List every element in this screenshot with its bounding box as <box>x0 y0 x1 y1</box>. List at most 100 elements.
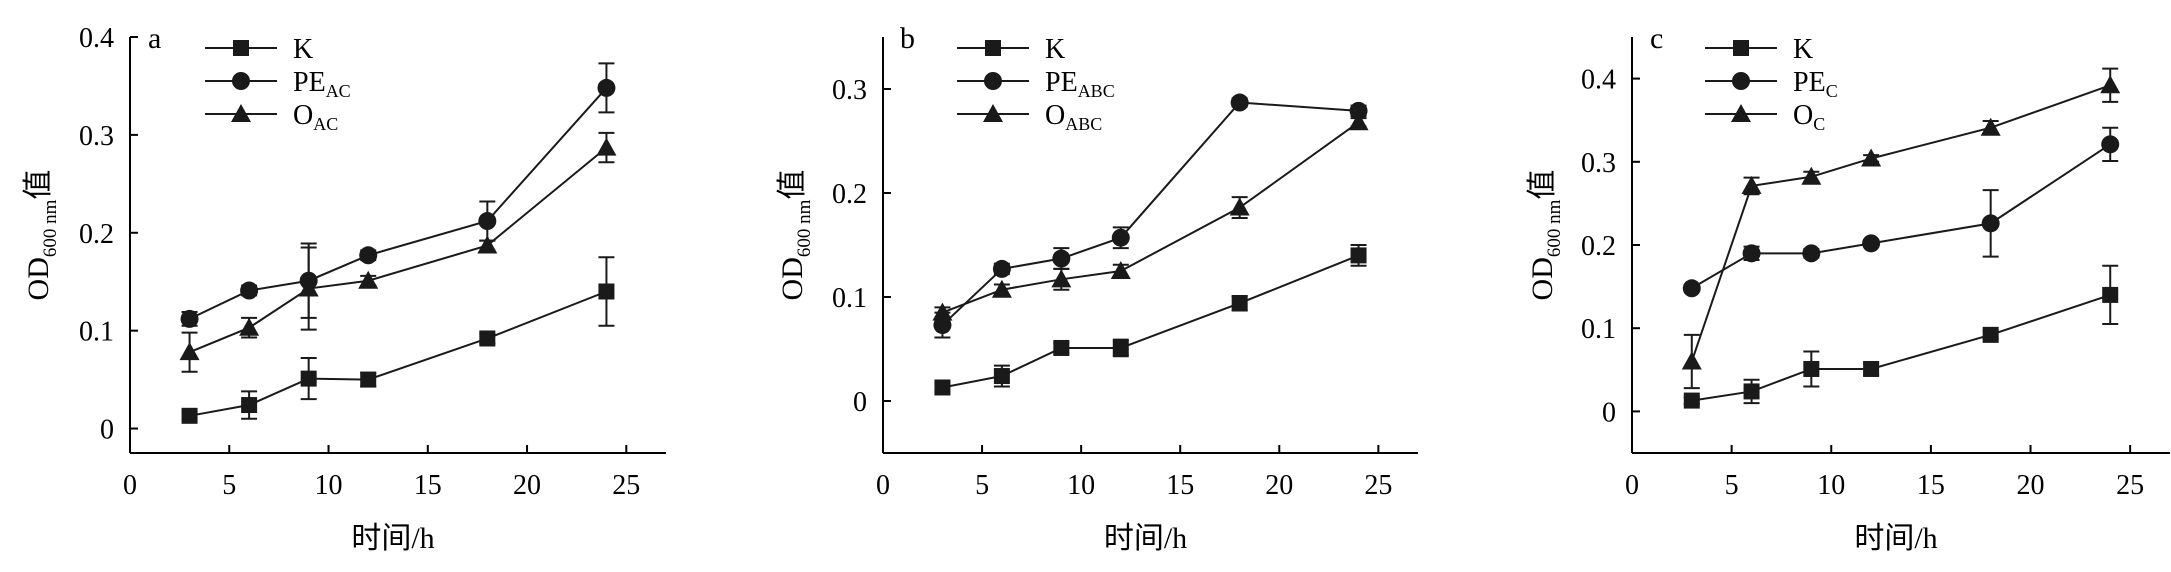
legend-marker <box>232 72 250 90</box>
legend-marker <box>1733 40 1749 56</box>
legend-label: OABC <box>1045 100 1102 134</box>
series-square <box>934 244 1367 396</box>
y-tick-label: 0.4 <box>1581 65 1616 96</box>
x-tick-label: 0 <box>1625 470 1639 501</box>
y-tick-label: 0.1 <box>1581 314 1616 345</box>
data-point <box>2101 135 2120 154</box>
x-tick-label: 15 <box>1917 470 1945 501</box>
y-tick-label: 0.3 <box>79 121 114 152</box>
data-point <box>2102 286 2119 303</box>
series-circle <box>1682 126 2120 298</box>
legend-label: PEABC <box>1045 67 1115 101</box>
x-tick-label: 5 <box>1725 470 1739 501</box>
data-point <box>1230 93 1249 112</box>
data-point <box>241 397 258 414</box>
data-point <box>1350 247 1367 264</box>
legend-label: PEC <box>1793 67 1838 101</box>
data-point <box>1051 269 1072 288</box>
legend-marker <box>984 72 1002 90</box>
legend-marker <box>1731 104 1751 122</box>
x-tick-label: 10 <box>315 470 343 501</box>
data-point <box>180 309 199 328</box>
x-tick-label: 0 <box>876 470 890 501</box>
data-point <box>298 278 319 297</box>
series-square <box>181 256 615 424</box>
y-tick-label: 0 <box>1602 397 1616 428</box>
data-point <box>1053 339 1070 356</box>
legend-marker <box>1732 72 1750 90</box>
y-tick-label: 0.2 <box>832 179 867 210</box>
legend-marker <box>983 104 1003 122</box>
data-point <box>1862 234 1881 253</box>
y-axis-label: OD600 nm值 <box>1526 170 1565 301</box>
legend-label: K <box>1045 34 1065 65</box>
panel-label: a <box>148 22 161 55</box>
data-point <box>1110 261 1131 279</box>
data-point <box>1803 360 1820 377</box>
data-point <box>932 302 953 321</box>
data-point <box>181 407 198 424</box>
data-point <box>2100 75 2121 94</box>
data-point <box>239 317 260 336</box>
series-circle <box>933 93 1368 339</box>
chart-panel-b: 0 5 10 15 20 25 0 0.1 0.2 0.3 时间/h OD600 nm值 b KPEABC… <box>776 22 1418 555</box>
y-axis-label: OD600 nm值 <box>776 170 815 301</box>
data-point <box>993 368 1010 385</box>
x-axis-label: 时间/h <box>351 522 434 555</box>
y-tick-label: 0.3 <box>1581 148 1616 179</box>
data-point <box>597 78 616 97</box>
legend-label: K <box>1793 34 1813 65</box>
panel-label: c <box>1650 22 1663 55</box>
data-point <box>1681 351 1702 370</box>
series-triangle <box>179 131 617 373</box>
series-triangle <box>932 112 1369 321</box>
x-tick-label: 20 <box>513 470 541 501</box>
series-triangle <box>1681 67 2121 390</box>
data-point <box>1802 244 1821 263</box>
x-axis-label: 时间/h <box>1104 522 1187 555</box>
data-point <box>1863 360 1880 377</box>
legend-label: OAC <box>293 100 338 134</box>
series-line <box>1690 84 2111 362</box>
data-point <box>596 137 617 156</box>
data-point <box>1742 244 1761 263</box>
series-square <box>1683 264 2119 409</box>
data-point <box>1349 101 1368 120</box>
data-point <box>1683 392 1700 409</box>
data-point <box>1981 214 2000 233</box>
x-tick-label: 25 <box>1364 470 1392 501</box>
data-point <box>240 281 259 300</box>
x-tick-label: 5 <box>222 470 236 501</box>
data-point <box>1112 339 1129 356</box>
data-point <box>359 246 378 265</box>
x-tick-label: 15 <box>414 470 442 501</box>
data-point <box>992 259 1011 278</box>
series-circle <box>180 62 616 328</box>
legend-marker <box>985 40 1001 56</box>
x-axis-label: 时间/h <box>1854 522 1937 555</box>
data-point <box>1982 326 1999 343</box>
legend-label: OC <box>1793 100 1825 134</box>
data-point <box>300 370 317 387</box>
data-point <box>1231 295 1248 312</box>
y-tick-label: 0 <box>100 415 114 446</box>
panel-label: b <box>900 22 915 55</box>
data-point <box>360 371 377 388</box>
x-tick-label: 10 <box>1067 470 1095 501</box>
data-point <box>1861 148 1882 167</box>
x-tick-label: 25 <box>2116 470 2144 501</box>
data-point <box>1682 279 1701 298</box>
data-point <box>1980 117 2001 136</box>
data-point <box>477 235 498 254</box>
y-axis-label: OD600 nm值 <box>22 170 61 301</box>
chart-panel-a: 0 5 10 15 20 25 0 0.1 0.2 0.3 0.4 时间/h OD600 nm值 a KPE… <box>22 22 666 555</box>
legend-label: K <box>293 34 313 65</box>
data-point <box>934 379 951 396</box>
data-point <box>991 279 1012 298</box>
data-point <box>478 212 497 231</box>
series-line <box>1691 293 2111 402</box>
data-point <box>1348 112 1369 131</box>
